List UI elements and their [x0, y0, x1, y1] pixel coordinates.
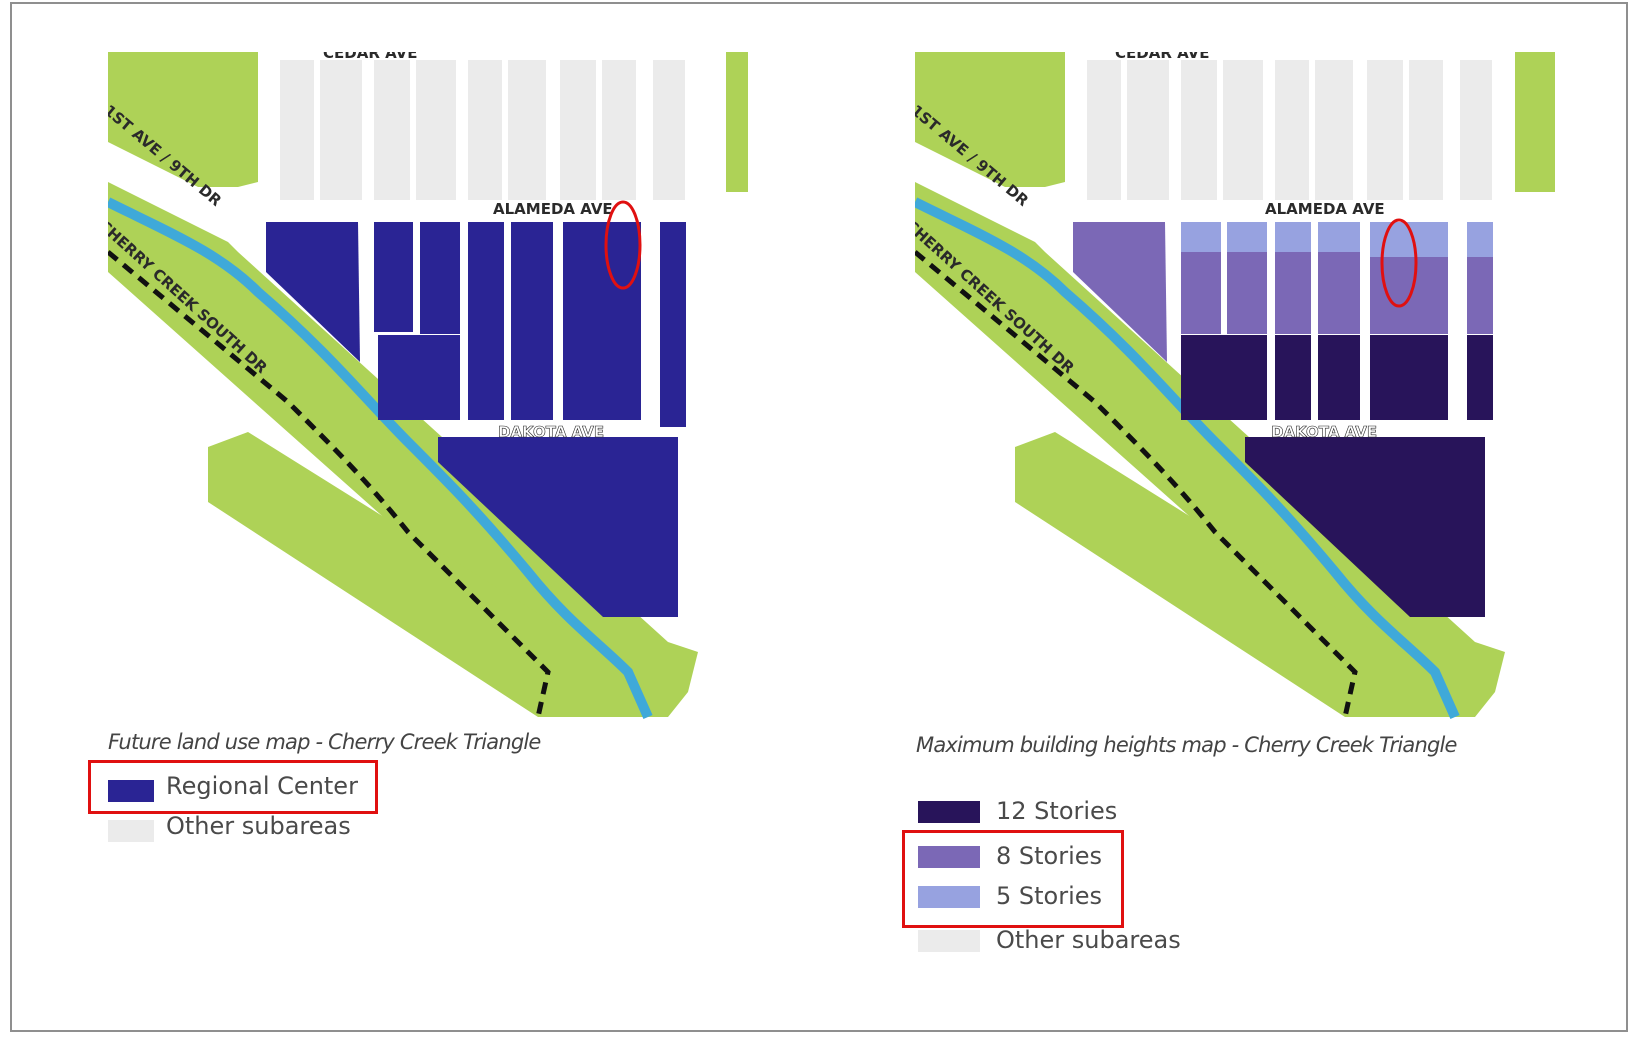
future-land-use-map: CEDAR AVE ALAMEDA AVE DAKOTA AVE 1ST AVE…	[108, 52, 748, 720]
stories-highlight-box	[902, 830, 1124, 928]
eight-stories-swatch	[918, 846, 980, 868]
eight-stories-label: 8 Stories	[996, 842, 1103, 870]
five-stories-swatch	[918, 886, 980, 908]
other-subareas-blocks	[1087, 60, 1492, 200]
cedar-ave-label: CEDAR AVE	[323, 52, 418, 62]
cherry-creek	[108, 197, 653, 720]
regional-center-label: Regional Center	[166, 772, 358, 800]
five-stories-label: 5 Stories	[996, 882, 1103, 910]
other-subareas-swatch	[108, 820, 154, 842]
five-stories-blocks	[1181, 222, 1493, 257]
regional-center-highlight-box	[88, 760, 378, 814]
twelve-stories-blocks	[1181, 335, 1493, 617]
left-map-caption: Future land use map - Cherry Creek Trian…	[108, 730, 541, 754]
park-areas	[915, 52, 1555, 717]
dakota-ave-label: DAKOTA AVE	[1271, 423, 1377, 441]
cherry-creek	[915, 197, 1460, 720]
right-map-caption: Maximum building heights map - Cherry Cr…	[916, 733, 1457, 757]
alameda-ave-label: ALAMEDA AVE	[493, 200, 613, 218]
eight-stories-blocks	[1181, 252, 1493, 334]
other-subareas-label: Other subareas	[166, 812, 351, 840]
regional-center-swatch	[108, 780, 154, 802]
other-subareas-swatch-right	[918, 930, 980, 952]
eight-stories-block-west	[1073, 222, 1167, 362]
other-subareas-blocks	[280, 60, 685, 200]
regional-center-blocks	[266, 222, 686, 617]
highlight-ellipse	[604, 200, 642, 290]
alameda-ave-label: ALAMEDA AVE	[1265, 200, 1385, 218]
cedar-ave-label: CEDAR AVE	[1115, 52, 1210, 62]
highlight-ellipse	[1380, 218, 1418, 308]
trail-path	[108, 250, 551, 718]
twelve-stories-swatch	[918, 801, 980, 823]
twelve-stories-label: 12 Stories	[996, 797, 1118, 825]
park-areas	[108, 52, 748, 717]
maximum-building-heights-map: CEDAR AVE ALAMEDA AVE DAKOTA AVE 1ST AVE…	[915, 52, 1555, 720]
trail-path	[915, 250, 1358, 718]
other-subareas-label-right: Other subareas	[996, 926, 1181, 954]
dakota-ave-label: DAKOTA AVE	[498, 423, 604, 441]
